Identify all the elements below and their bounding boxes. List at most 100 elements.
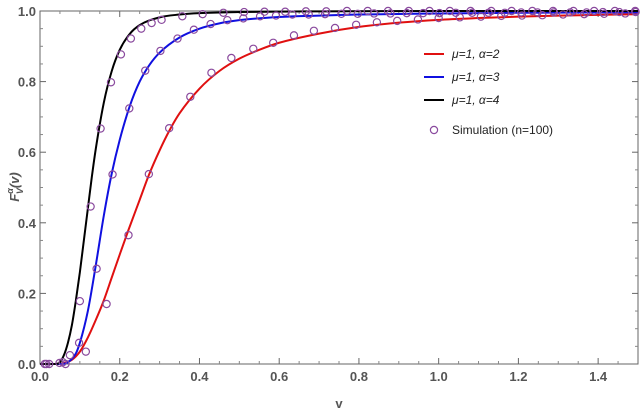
simulation-point xyxy=(435,8,444,18)
simulation-point xyxy=(548,6,558,16)
y-tick-label: 1.0 xyxy=(18,4,36,19)
simulation-point xyxy=(507,6,516,16)
simulation-point xyxy=(533,8,542,17)
simulation-point xyxy=(445,6,455,16)
simulation-point xyxy=(141,66,150,75)
x-axis-label: v xyxy=(335,396,343,411)
simulation-point xyxy=(156,46,165,56)
simulation-point xyxy=(322,7,331,16)
simulation-point xyxy=(582,8,591,17)
y-tick-label: 0.4 xyxy=(18,216,37,231)
simulation-point xyxy=(124,230,133,240)
simulation-point xyxy=(144,169,154,179)
simulation-point xyxy=(102,299,111,309)
simulation-point xyxy=(260,7,269,16)
y-tick-label: 0.8 xyxy=(18,75,36,90)
y-axis-label-sub: V xyxy=(15,187,25,194)
simulation-point xyxy=(589,6,599,16)
curve-alpha3 xyxy=(40,11,639,366)
legend: μ=1, α=2 μ=1, α=3 μ=1, α=4 Simulation (n… xyxy=(424,47,553,137)
x-tick-label: 0.0 xyxy=(31,369,49,384)
x-tick-label: 1.4 xyxy=(589,369,608,384)
series-curves xyxy=(40,9,639,366)
legend-label-alpha4: μ=1, α=4 xyxy=(451,93,500,107)
simulation-point xyxy=(164,123,174,133)
legend-label-simulation: Simulation (n=100) xyxy=(452,123,553,137)
simulation-point xyxy=(288,10,297,19)
legend-marker-simulation xyxy=(429,125,439,135)
simulation-point xyxy=(434,13,443,23)
simulation-point xyxy=(372,18,382,27)
simulation-point xyxy=(44,359,54,369)
x-tick-label: 1.2 xyxy=(509,369,527,384)
simulation-point xyxy=(116,50,126,59)
x-tick-label: 0.4 xyxy=(190,369,209,384)
simulation-point xyxy=(466,6,475,16)
simulation-point xyxy=(239,14,248,23)
simulation-point xyxy=(621,9,630,18)
simulation-point xyxy=(476,12,486,21)
simulation-point xyxy=(425,6,434,16)
simulation-point xyxy=(269,38,278,47)
simulation-point xyxy=(42,359,51,369)
curve-alpha4 xyxy=(40,9,638,366)
simulation-point xyxy=(227,53,236,63)
simulation-point xyxy=(455,13,464,22)
simulation-point xyxy=(393,16,402,26)
simulation-point xyxy=(271,11,281,20)
simulation-point xyxy=(92,264,101,273)
simulation-point xyxy=(96,124,105,133)
simulation-point xyxy=(402,8,411,18)
simulation-point xyxy=(75,296,85,306)
simulation-point xyxy=(125,104,134,113)
y-axis-label-arg: (v) xyxy=(7,172,22,188)
simulation-point xyxy=(351,20,361,29)
simulation-point xyxy=(404,6,413,16)
simulation-point xyxy=(65,350,75,360)
simulation-point xyxy=(186,92,195,101)
simulation-point xyxy=(255,12,265,21)
simulation-point xyxy=(383,6,393,16)
simulation-point xyxy=(173,34,182,43)
simulation-point xyxy=(280,7,290,16)
x-tick-label: 0.2 xyxy=(111,369,129,384)
simulation-point xyxy=(58,358,67,367)
x-tick-label: 0.8 xyxy=(350,369,368,384)
simulation-point xyxy=(126,34,136,43)
y-axis-label: FαV(v) xyxy=(5,172,25,201)
simulation-point xyxy=(86,202,95,211)
y-axis-label-sup: α xyxy=(5,188,15,194)
simulation-point xyxy=(538,11,547,20)
simulation-point xyxy=(239,7,249,17)
simulation-point xyxy=(219,8,228,17)
curve-alpha2 xyxy=(40,13,639,366)
y-axis-label-main: F xyxy=(7,193,22,202)
simulation-point xyxy=(528,6,537,16)
simulation-point xyxy=(631,6,640,16)
simulation-point xyxy=(615,7,624,17)
simulation-point xyxy=(223,15,232,25)
y-tick-label: 0.2 xyxy=(18,286,36,301)
legend-label-alpha2: μ=1, α=2 xyxy=(451,47,500,61)
simulation-point xyxy=(517,11,527,20)
x-tick-label: 1.0 xyxy=(430,369,448,384)
simulation-point xyxy=(330,23,340,33)
simulation-point xyxy=(579,9,589,19)
simulation-point xyxy=(189,25,199,34)
simulation-point xyxy=(386,9,395,18)
x-tick-label: 0.6 xyxy=(270,369,288,384)
simulation-point xyxy=(157,15,166,25)
plot-border xyxy=(39,10,639,365)
simulation-point xyxy=(610,6,620,16)
simulation-point xyxy=(249,44,258,53)
simulation-point xyxy=(598,7,608,17)
plot-frame xyxy=(39,10,639,365)
simulation-point xyxy=(467,8,477,17)
simulation-point xyxy=(309,26,319,35)
y-tick-label: 0.0 xyxy=(18,357,36,372)
simulation-point xyxy=(301,7,311,16)
legend-label-alpha3: μ=1, α=3 xyxy=(451,70,500,84)
simulation-point xyxy=(55,358,64,368)
simulation-point xyxy=(198,9,207,19)
